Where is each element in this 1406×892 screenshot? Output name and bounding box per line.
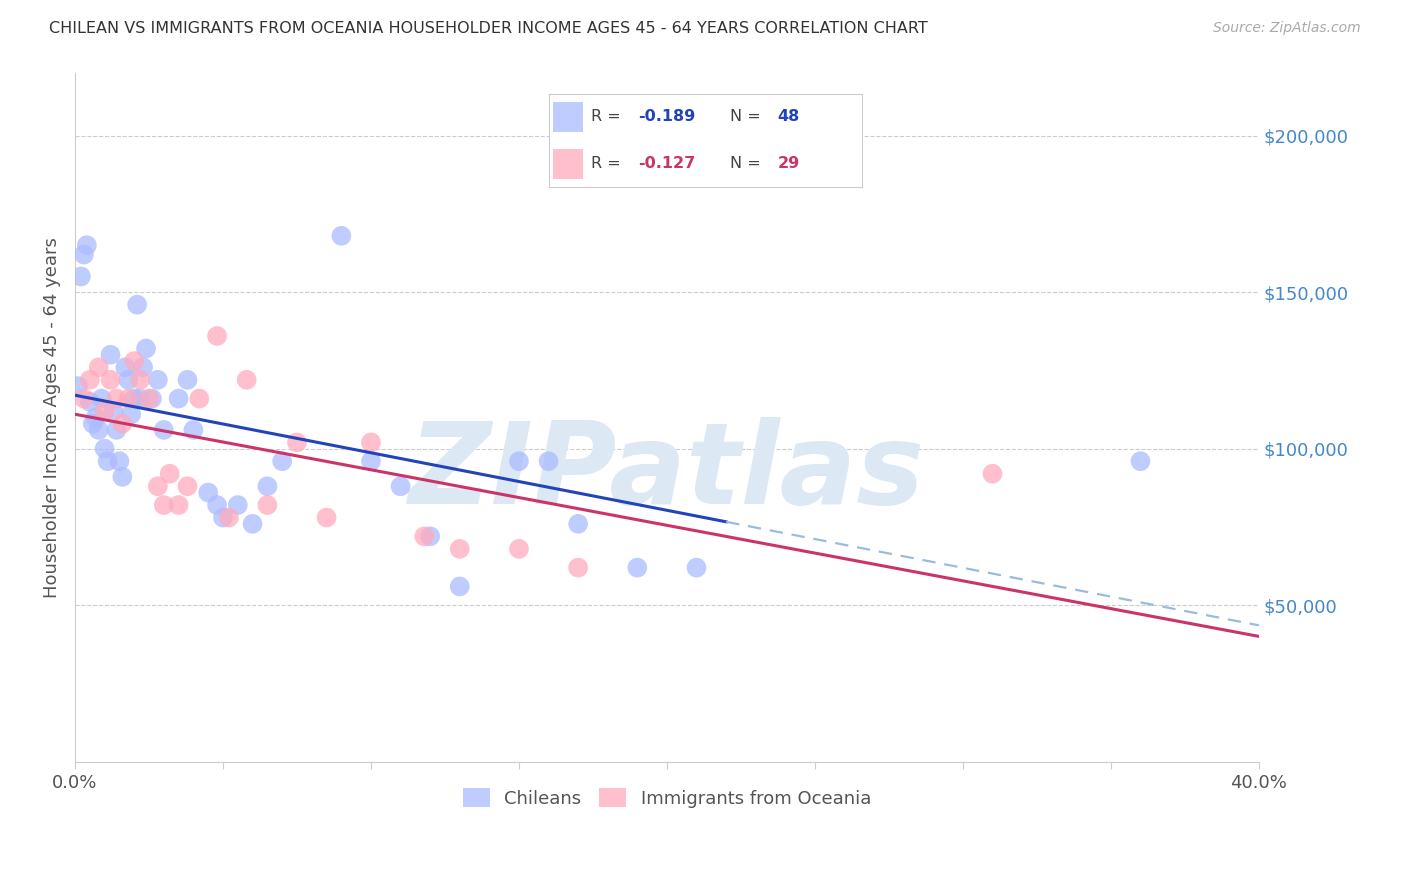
- Point: [90, 392, 112, 406]
- Point: [567, 560, 589, 574]
- Legend: Chileans, Immigrants from Oceania: Chileans, Immigrants from Oceania: [456, 780, 879, 814]
- Point: [79, 373, 101, 387]
- Point: [79, 394, 101, 409]
- Point: [271, 454, 294, 468]
- Point: [122, 354, 145, 368]
- Point: [97, 454, 120, 468]
- Point: [567, 516, 589, 531]
- Point: [100, 373, 122, 387]
- Point: [87, 423, 110, 437]
- Point: [70, 269, 93, 284]
- Point: [315, 510, 337, 524]
- Point: [66, 379, 89, 393]
- Point: [76, 238, 98, 252]
- Point: [141, 392, 163, 406]
- Point: [256, 479, 278, 493]
- Point: [87, 360, 110, 375]
- Point: [132, 360, 155, 375]
- Point: [100, 348, 122, 362]
- Point: [73, 392, 96, 406]
- Point: [242, 516, 264, 531]
- Point: [135, 342, 157, 356]
- Point: [188, 392, 211, 406]
- Point: [449, 541, 471, 556]
- Point: [212, 510, 235, 524]
- Point: [205, 329, 228, 343]
- Point: [159, 467, 181, 481]
- Point: [114, 360, 136, 375]
- Y-axis label: Householder Income Ages 45 - 64 years: Householder Income Ages 45 - 64 years: [44, 237, 60, 598]
- Point: [330, 228, 353, 243]
- Point: [285, 435, 308, 450]
- Point: [105, 423, 128, 437]
- Point: [120, 407, 142, 421]
- Point: [218, 510, 240, 524]
- Point: [508, 454, 530, 468]
- Point: [93, 404, 115, 418]
- Point: [129, 392, 152, 406]
- Point: [103, 404, 125, 418]
- Point: [73, 247, 96, 261]
- Point: [197, 485, 219, 500]
- Point: [1129, 454, 1152, 468]
- Point: [82, 417, 104, 431]
- Point: [226, 498, 249, 512]
- Point: [111, 417, 134, 431]
- Point: [360, 454, 382, 468]
- Point: [167, 498, 190, 512]
- Point: [360, 435, 382, 450]
- Point: [138, 392, 160, 406]
- Point: [127, 298, 149, 312]
- Point: [205, 498, 228, 512]
- Point: [981, 467, 1004, 481]
- Point: [105, 392, 128, 406]
- Point: [152, 498, 174, 512]
- Point: [129, 373, 152, 387]
- Point: [176, 479, 198, 493]
- Point: [146, 479, 169, 493]
- Point: [111, 470, 134, 484]
- Point: [537, 454, 560, 468]
- Point: [93, 442, 115, 456]
- Point: [413, 529, 436, 543]
- Point: [183, 423, 205, 437]
- Point: [167, 392, 190, 406]
- Point: [122, 392, 145, 406]
- Point: [685, 560, 707, 574]
- Point: [419, 529, 441, 543]
- Point: [108, 454, 131, 468]
- Text: Source: ZipAtlas.com: Source: ZipAtlas.com: [1213, 21, 1361, 36]
- Point: [117, 392, 139, 406]
- Point: [84, 410, 107, 425]
- Point: [389, 479, 412, 493]
- Point: [146, 373, 169, 387]
- Point: [626, 560, 648, 574]
- Point: [176, 373, 198, 387]
- Point: [152, 423, 174, 437]
- Text: ZIPatlas: ZIPatlas: [409, 417, 925, 528]
- Point: [256, 498, 278, 512]
- Point: [235, 373, 257, 387]
- Point: [117, 373, 139, 387]
- Point: [449, 579, 471, 593]
- Point: [508, 541, 530, 556]
- Text: CHILEAN VS IMMIGRANTS FROM OCEANIA HOUSEHOLDER INCOME AGES 45 - 64 YEARS CORRELA: CHILEAN VS IMMIGRANTS FROM OCEANIA HOUSE…: [49, 21, 928, 37]
